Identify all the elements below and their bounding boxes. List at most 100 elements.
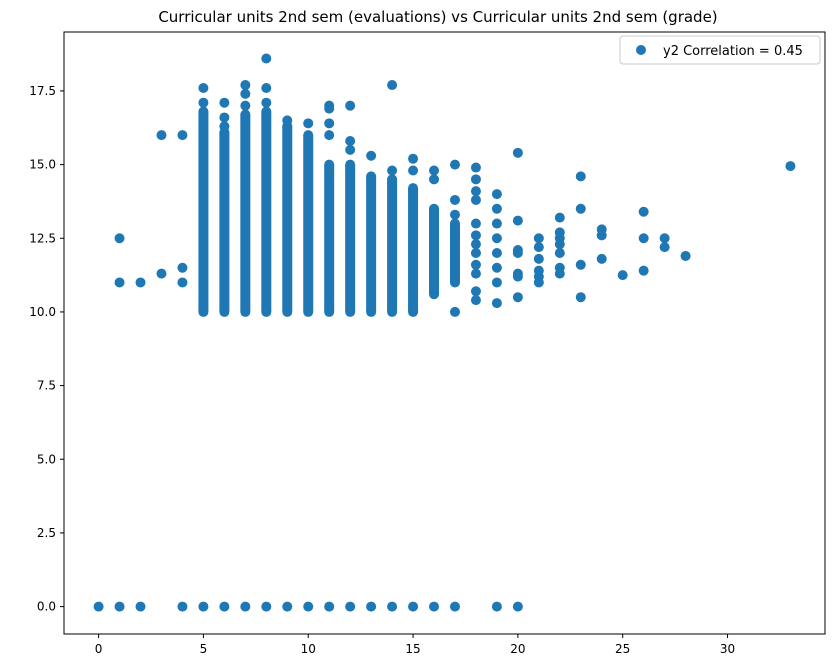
data-point <box>240 109 251 120</box>
data-point <box>470 174 481 185</box>
data-point <box>512 147 523 158</box>
data-point <box>491 262 502 273</box>
data-point <box>114 601 125 612</box>
data-point <box>114 233 125 244</box>
data-point <box>345 306 356 317</box>
data-point <box>554 212 565 223</box>
data-point <box>240 601 251 612</box>
data-point <box>366 306 377 317</box>
data-point <box>449 194 460 205</box>
data-point <box>491 277 502 288</box>
data-point-column <box>303 135 314 312</box>
y-tick-label: 17.5 <box>29 84 56 98</box>
data-point <box>261 306 272 317</box>
data-point <box>638 265 649 276</box>
y-tick-label: 15.0 <box>29 158 56 172</box>
legend-label: y2 Correlation = 0.45 <box>663 44 803 59</box>
x-tick-label: 15 <box>405 642 420 656</box>
data-point <box>366 601 377 612</box>
data-point <box>240 88 251 99</box>
data-point <box>575 203 586 214</box>
data-point <box>135 277 146 288</box>
data-point-column <box>198 111 209 312</box>
data-point <box>449 218 460 229</box>
data-point <box>177 601 188 612</box>
data-point <box>135 601 146 612</box>
data-point <box>575 171 586 182</box>
data-point <box>366 171 377 182</box>
data-point <box>491 218 502 229</box>
x-tick-label: 30 <box>720 642 735 656</box>
legend: y2 Correlation = 0.45 <box>619 35 821 65</box>
data-point <box>261 601 272 612</box>
data-point <box>449 159 460 170</box>
data-point <box>449 277 460 288</box>
data-point <box>345 159 356 170</box>
data-point <box>491 601 502 612</box>
data-point <box>470 268 481 279</box>
data-point <box>554 247 565 258</box>
data-point <box>387 174 398 185</box>
data-point <box>491 189 502 200</box>
points-layer <box>93 53 796 612</box>
data-point-column <box>219 132 230 312</box>
data-point <box>449 601 460 612</box>
x-tick-label: 20 <box>510 642 525 656</box>
data-point <box>449 233 460 244</box>
data-point <box>470 239 481 250</box>
data-point <box>114 277 125 288</box>
data-point <box>345 136 356 147</box>
data-point <box>512 247 523 258</box>
x-tick-label: 5 <box>200 642 208 656</box>
data-point <box>324 103 335 114</box>
data-point <box>596 253 607 264</box>
data-point <box>429 203 440 214</box>
data-point <box>785 161 796 172</box>
data-point <box>198 97 209 108</box>
data-point <box>324 306 335 317</box>
data-point-column <box>387 179 398 312</box>
data-point <box>470 162 481 173</box>
data-point <box>659 242 670 253</box>
data-point <box>575 259 586 270</box>
data-point <box>345 144 356 155</box>
data-point <box>345 601 356 612</box>
data-point <box>240 80 251 91</box>
data-point <box>470 230 481 241</box>
data-point <box>240 306 251 317</box>
data-point <box>491 233 502 244</box>
data-point <box>470 186 481 197</box>
data-point <box>408 306 419 317</box>
data-point <box>575 292 586 303</box>
data-point <box>261 97 272 108</box>
data-point <box>491 298 502 309</box>
data-point <box>177 262 188 273</box>
data-point-column <box>408 188 419 312</box>
x-tick-label: 25 <box>615 642 630 656</box>
x-tick-label: 10 <box>301 642 316 656</box>
data-point <box>470 259 481 270</box>
data-point <box>533 253 544 264</box>
x-tick-label: 0 <box>95 642 103 656</box>
legend-box <box>619 35 821 65</box>
data-point <box>533 233 544 244</box>
data-point <box>324 159 335 170</box>
data-point <box>387 306 398 317</box>
data-point <box>554 268 565 279</box>
data-point <box>219 306 230 317</box>
data-point <box>387 80 398 91</box>
data-point <box>512 215 523 226</box>
data-point <box>156 268 167 279</box>
data-point <box>219 601 230 612</box>
data-point <box>429 289 440 300</box>
data-point <box>449 209 460 220</box>
data-point <box>345 100 356 111</box>
data-point <box>303 130 314 141</box>
data-point <box>512 271 523 282</box>
y-tick-label: 0.0 <box>37 600 56 614</box>
data-point <box>470 247 481 258</box>
data-point <box>324 118 335 129</box>
data-point <box>408 601 419 612</box>
data-point <box>303 306 314 317</box>
data-point <box>408 165 419 176</box>
